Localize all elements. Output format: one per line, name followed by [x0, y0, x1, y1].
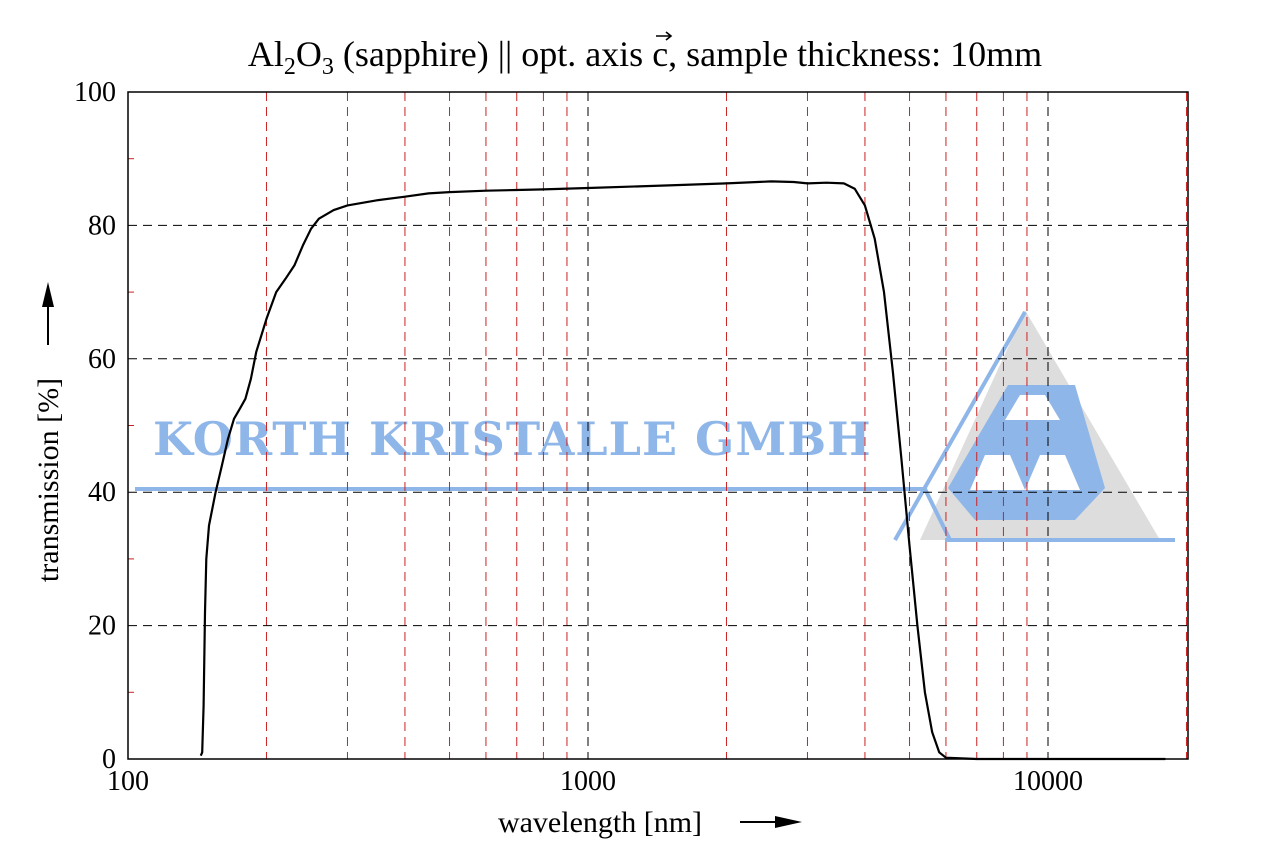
y-axis-label: transmission [%] — [32, 378, 65, 582]
title-vector: c — [652, 34, 668, 74]
watermark-text: KORTH KRISTALLE GMBH — [153, 412, 872, 466]
minor-gridlines — [265, 92, 1187, 759]
vector-arrow — [656, 31, 673, 41]
y-tick-label: 40 — [88, 477, 116, 508]
y-tick-label: 0 — [102, 744, 116, 775]
title-sub2: 3 — [322, 54, 334, 80]
y-tick-label: 100 — [74, 77, 116, 108]
y-tick-label: 80 — [88, 210, 116, 241]
watermark-hole-right — [1025, 455, 1080, 490]
x-tick-labels: 100 1000 10000 — [107, 766, 1083, 797]
watermark-line — [135, 487, 952, 541]
transmission-curve — [199, 180, 1166, 761]
y-tick-label: 20 — [88, 611, 116, 642]
title-suffix: (sapphire) || opt. axis — [334, 34, 652, 74]
x-tick-label: 1000 — [560, 766, 616, 797]
title-sub1: 2 — [284, 54, 296, 80]
plot-frame — [127, 91, 1189, 760]
x-tick-label: 10000 — [1013, 766, 1083, 797]
title-mid: O — [296, 34, 322, 74]
watermark-hole-left — [970, 455, 1025, 490]
x-tick-label: 100 — [107, 766, 149, 797]
title-end: , sample thickness: 10mm — [668, 34, 1042, 74]
major-gridlines — [128, 92, 1188, 759]
x-axis-arrowhead — [775, 816, 802, 828]
y-axis-arrowhead — [42, 282, 54, 307]
watermark: KORTH KRISTALLE GMBH — [135, 310, 1175, 542]
watermark-hole-top — [1005, 395, 1060, 420]
y-tick-labels: 0 20 40 60 80 100 — [74, 77, 116, 775]
x-axis-label: wavelength [nm] — [498, 806, 702, 839]
axis-ticks — [128, 158, 134, 693]
y-tick-label: 60 — [88, 344, 116, 375]
chart-title: Al2O3 (sapphire) || opt. axis c, sample … — [248, 34, 1042, 80]
title-prefix: Al — [248, 34, 284, 74]
